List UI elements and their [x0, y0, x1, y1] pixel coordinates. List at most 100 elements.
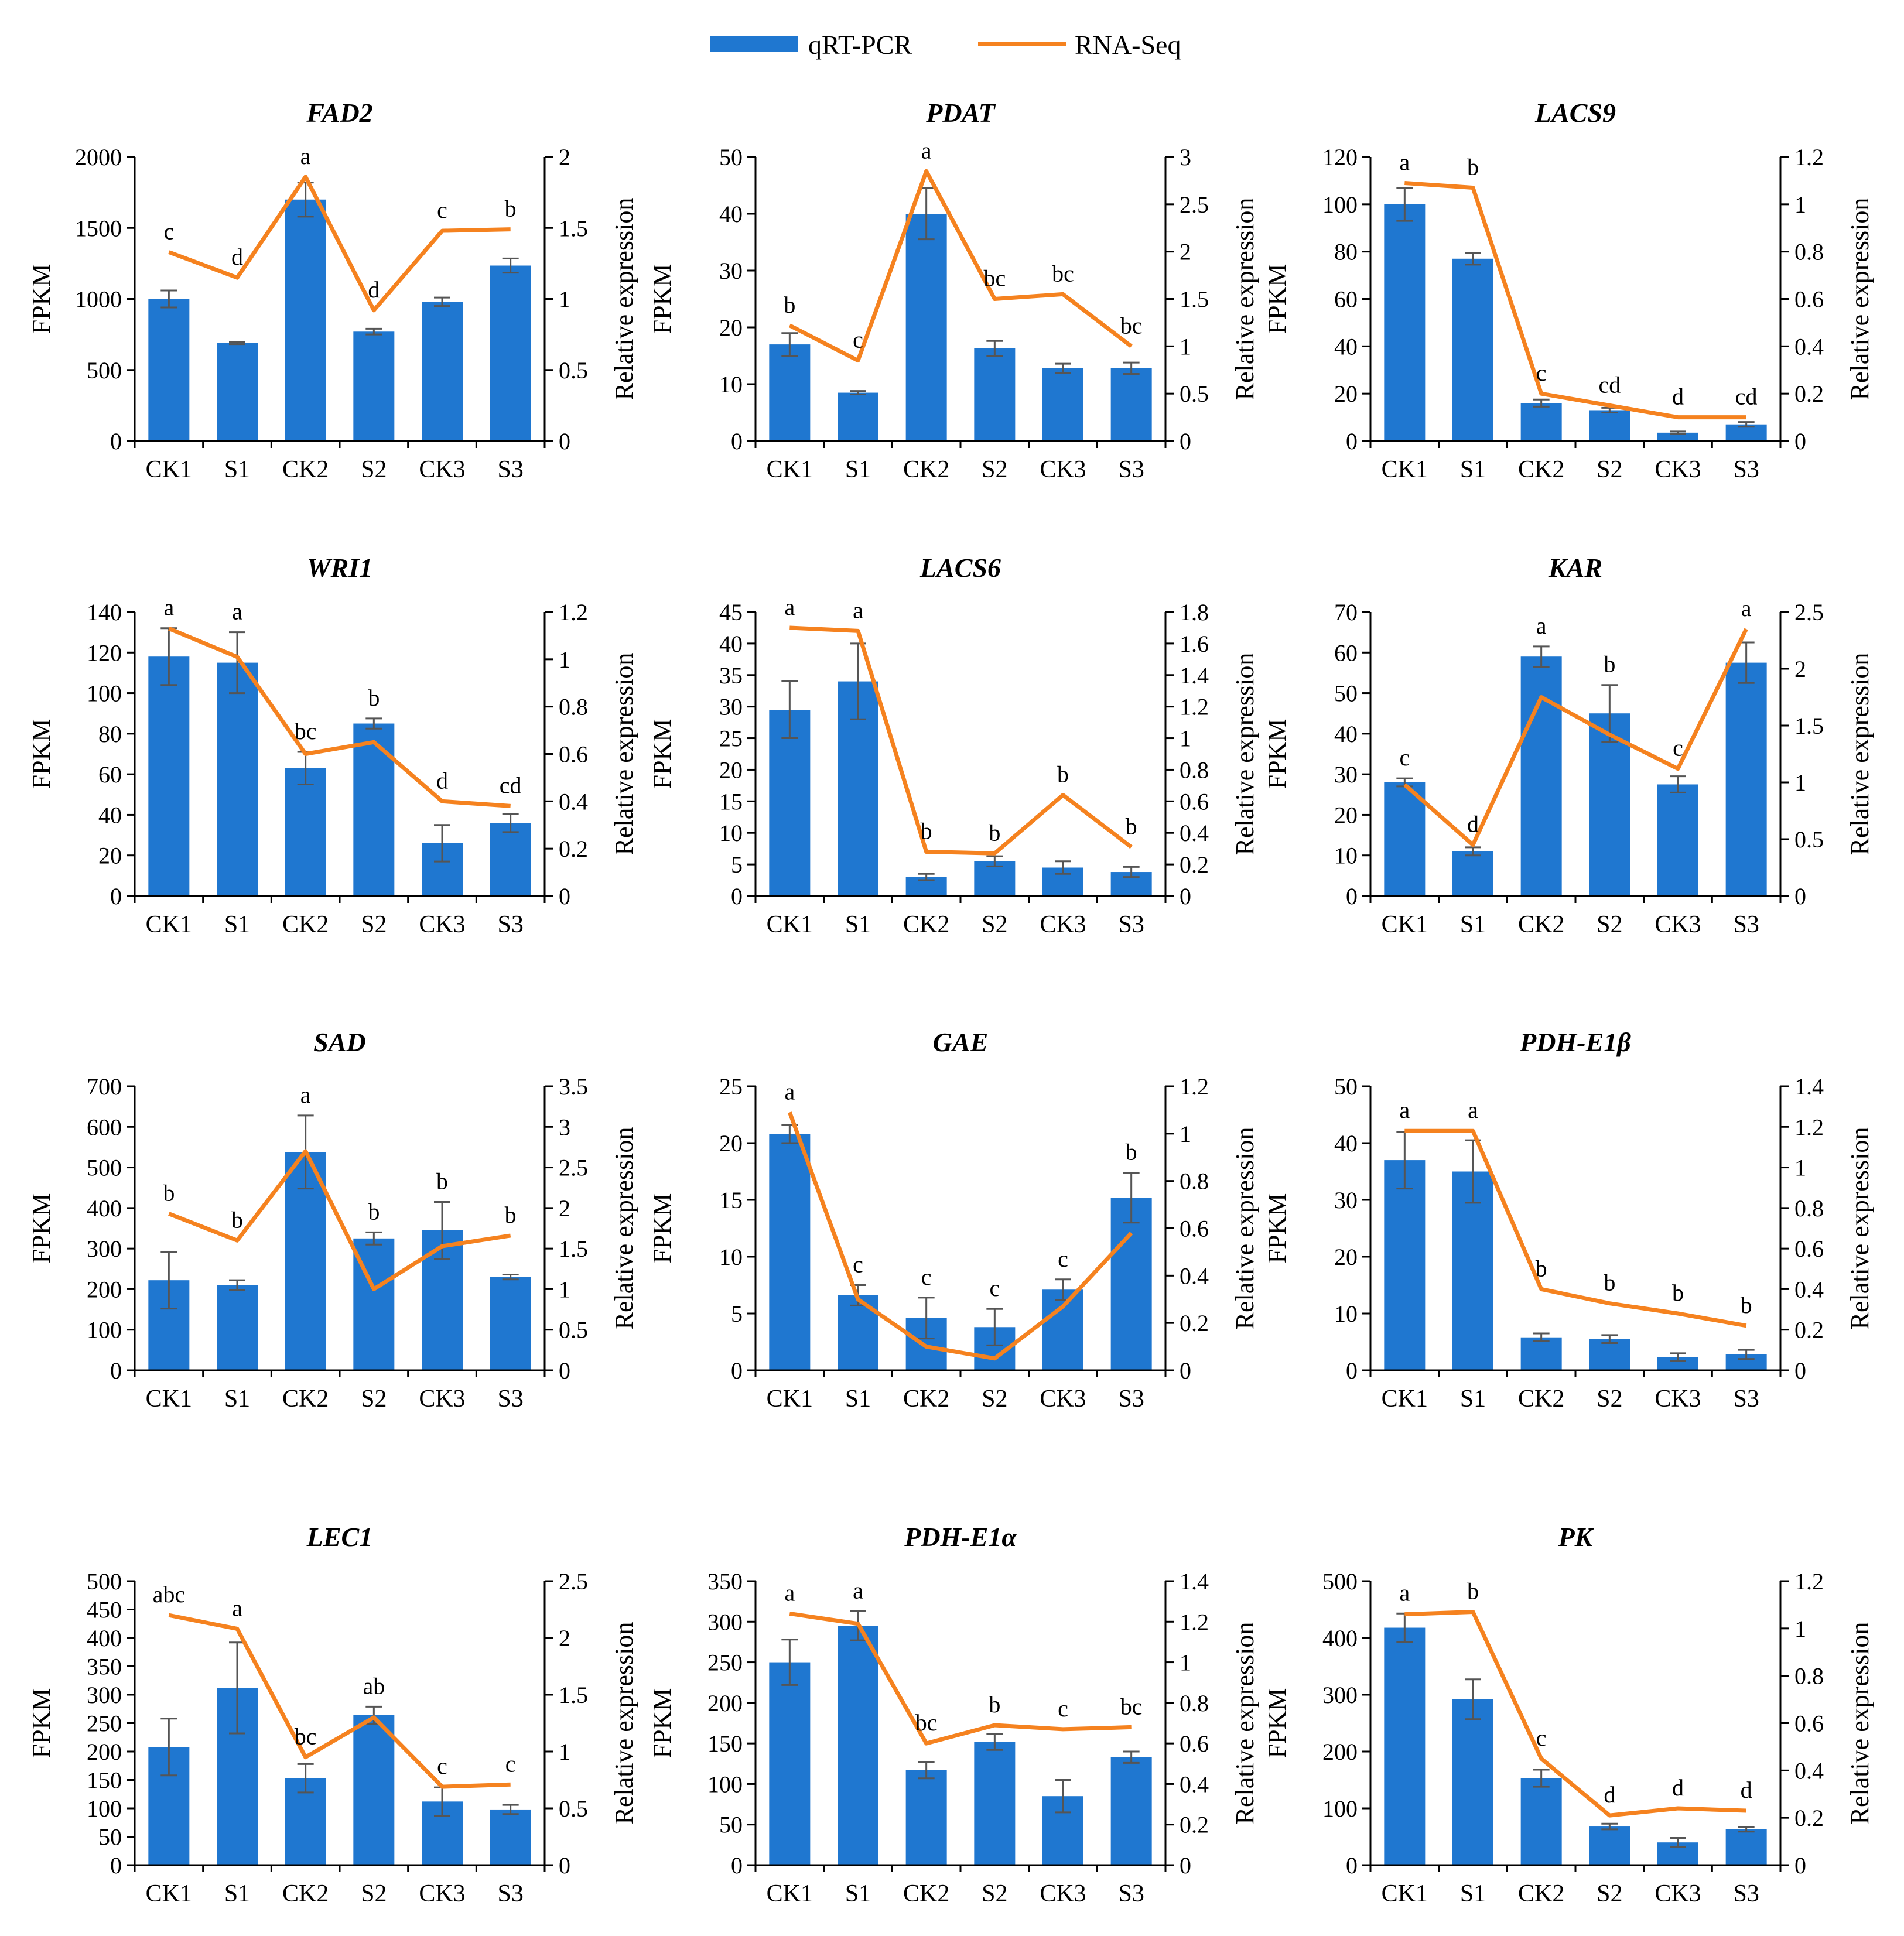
x-tick-label: CK2	[903, 911, 949, 938]
significance-label: c	[1536, 360, 1547, 386]
chart-title: LEC1	[306, 1522, 372, 1552]
y2-tick-label: 1	[1794, 191, 1806, 218]
significance-label: a	[163, 594, 174, 621]
significance-label: c	[505, 1750, 516, 1777]
x-tick-label: CK3	[1655, 456, 1701, 483]
y-tick-label: 40	[719, 631, 743, 657]
significance-label: a	[300, 1082, 311, 1108]
y2-tick-label: 2.5	[559, 1155, 588, 1181]
x-tick-label: CK3	[1655, 911, 1701, 938]
y-tick-label: 0	[1346, 1852, 1358, 1879]
significance-label: b	[1126, 1138, 1137, 1165]
y2-tick-label: 1	[559, 1739, 570, 1765]
y-tick-label: 25	[719, 726, 743, 752]
bar	[1520, 403, 1562, 441]
y2-tick-label: 0	[1180, 1852, 1191, 1879]
bar	[148, 299, 190, 441]
bar	[769, 344, 811, 441]
x-tick-label: CK1	[1382, 1386, 1428, 1412]
x-tick-label: S1	[845, 456, 871, 483]
y-axis-label: FPKM	[648, 264, 676, 334]
significance-label: c	[437, 1753, 447, 1779]
y-tick-label: 0	[110, 1357, 122, 1384]
significance-label: b	[1536, 1255, 1547, 1281]
y-tick-label: 400	[1322, 1625, 1358, 1651]
y2-tick-label: 0.6	[559, 741, 588, 768]
bar	[769, 1134, 811, 1370]
y2-tick-label: 0.4	[559, 788, 588, 815]
y-tick-label: 200	[87, 1276, 122, 1302]
y2-tick-label: 0.2	[1180, 1812, 1209, 1838]
bar	[838, 1626, 878, 1865]
y-tick-label: 50	[1334, 1073, 1358, 1100]
y-tick-label: 20	[719, 757, 743, 783]
y2-tick-label: 0	[1180, 428, 1191, 454]
y2-tick-label: 1.6	[1180, 631, 1209, 657]
y2-tick-label: 0.5	[1180, 381, 1209, 407]
y-tick-label: 100	[87, 680, 122, 707]
y2-tick-label: 0	[1794, 1357, 1806, 1384]
y-tick-label: 10	[1334, 843, 1358, 869]
x-tick-label: CK1	[767, 1386, 813, 1412]
bar	[422, 302, 463, 441]
y-tick-label: 250	[87, 1711, 122, 1737]
significance-label: a	[1468, 1097, 1478, 1123]
y-tick-label: 10	[719, 371, 743, 398]
x-tick-label: CK1	[146, 911, 192, 938]
y-tick-label: 0	[110, 428, 122, 454]
significance-label: b	[784, 292, 795, 318]
y-axis-label: FPKM	[648, 719, 676, 789]
chart-title: FAD2	[306, 98, 372, 128]
y-tick-label: 300	[87, 1682, 122, 1708]
x-tick-label: CK2	[282, 456, 329, 483]
bar	[1589, 1339, 1630, 1370]
y-axis-label: FPKM	[27, 1688, 56, 1759]
y2-tick-label: 1.5	[559, 1236, 588, 1262]
bar	[769, 710, 811, 896]
y-tick-label: 2000	[75, 144, 122, 170]
bar	[1110, 368, 1152, 441]
significance-label: bc	[915, 1709, 938, 1736]
y-axis-label: FPKM	[27, 719, 56, 789]
rna-seq-line	[1403, 628, 1748, 847]
y2-tick-label: 1	[1180, 333, 1191, 360]
y2-axis-label: Relative expression	[610, 198, 638, 401]
significance-label: a	[921, 137, 932, 163]
y2-tick-label: 0.6	[1180, 1730, 1209, 1757]
significance-label: a	[1741, 595, 1752, 621]
chart-panel: WRI1 a a bc b d cd 0 20 40 60 80 100 120 140 0 0.2 0.4 0.6…	[27, 553, 638, 938]
y2-tick-label: 2	[1180, 239, 1191, 265]
x-tick-label: CK3	[1040, 456, 1086, 483]
y-tick-label: 5	[731, 1301, 743, 1327]
y-tick-label: 0	[110, 883, 122, 909]
y2-tick-label: 0.4	[1180, 1771, 1209, 1797]
bar	[148, 656, 190, 896]
y-axis-label: FPKM	[648, 1688, 676, 1759]
y2-tick-label: 0.6	[1794, 286, 1824, 313]
y2-axis-label: Relative expression	[1230, 198, 1259, 401]
significance-label: c	[989, 1275, 1000, 1301]
x-tick-label: CK3	[419, 911, 465, 938]
chart-panel: LACS9 a b c cd d cd 0 20 40 60 80 100 120 0 0.2 0.4 0.6 0.…	[1263, 98, 1874, 483]
y2-axis-label: Relative expression	[1845, 1622, 1874, 1825]
chart-panel: PDH-E1β a a b b b b 0 10 20 30 40 50 0 0.2 0.4 0.6 0.8 1 1.…	[1263, 1027, 1874, 1412]
significance-label: a	[1399, 149, 1410, 175]
significance-label: a	[784, 594, 795, 620]
significance-label: d	[1467, 811, 1479, 837]
y2-tick-label: 0.4	[1794, 1276, 1824, 1302]
y-tick-label: 60	[1334, 639, 1358, 666]
y-tick-label: 0	[731, 883, 743, 909]
y-tick-label: 0	[731, 1357, 743, 1384]
x-tick-label: S3	[1733, 1880, 1759, 1907]
y2-tick-label: 0.8	[1180, 1690, 1209, 1716]
significance-label: b	[163, 1180, 175, 1206]
y2-axis-label: Relative expression	[610, 653, 638, 856]
x-tick-label: S3	[1118, 1386, 1144, 1412]
y-tick-label: 200	[707, 1690, 743, 1716]
y2-tick-label: 1	[1794, 769, 1806, 796]
chart-title: WRI1	[307, 553, 372, 583]
significance-label: cd	[500, 772, 522, 798]
y-tick-label: 35	[719, 662, 743, 689]
